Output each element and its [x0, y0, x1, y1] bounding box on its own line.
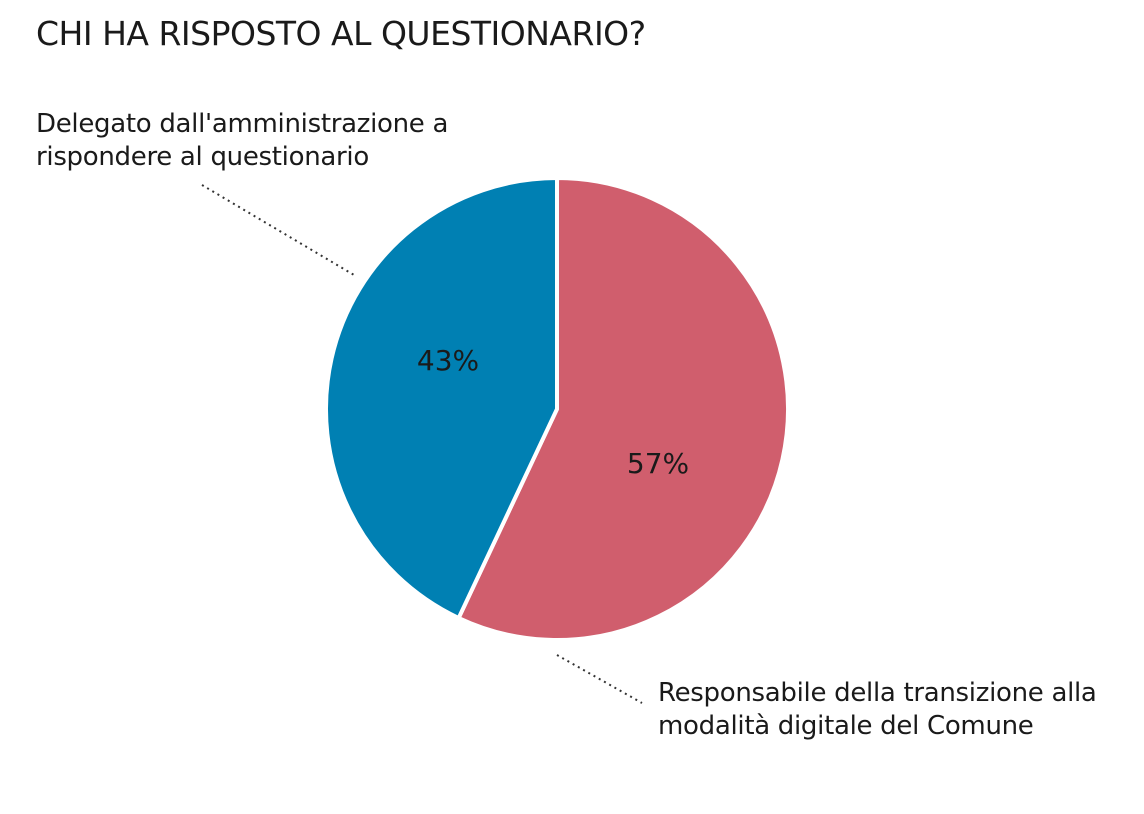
leader-line-delegato: [201, 184, 355, 276]
pie-slice-responsabile: [456, 176, 790, 642]
slice-label-line: modalità digitale del Comune: [658, 711, 1034, 741]
pie-slice-delegato: [324, 176, 559, 621]
leader-line-responsabile: [556, 654, 643, 704]
slice-value-delegato: 43%: [417, 344, 479, 377]
chart-title: CHI HA RISPOSTO AL QUESTIONARIO?: [36, 14, 646, 53]
slice-label-delegato: Delegato dall'amministrazione a risponde…: [36, 108, 476, 174]
slice-value-responsabile: 57%: [627, 447, 689, 480]
slice-label-responsabile: Responsabile della transizione alla moda…: [658, 677, 1128, 743]
slice-label-line: Responsabile della transizione alla: [658, 678, 1097, 708]
slice-label-line: rispondere al questionario: [36, 142, 369, 172]
slice-label-line: Delegato dall'amministrazione a: [36, 109, 449, 139]
